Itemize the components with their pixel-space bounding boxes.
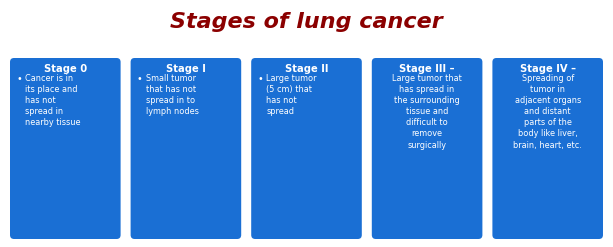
Text: •: •	[137, 74, 142, 84]
Text: Stage I: Stage I	[166, 64, 206, 74]
FancyBboxPatch shape	[251, 58, 362, 239]
Text: Cancer is in
its place and
has not
spread in
nearby tissue: Cancer is in its place and has not sprea…	[25, 74, 80, 127]
Text: Stage II: Stage II	[285, 64, 328, 74]
FancyBboxPatch shape	[10, 58, 121, 239]
Text: Stage 0: Stage 0	[44, 64, 87, 74]
Text: Stage IV –: Stage IV –	[520, 64, 576, 74]
FancyBboxPatch shape	[131, 58, 241, 239]
Text: Stage III –: Stage III –	[399, 64, 455, 74]
Text: Stages of lung cancer: Stages of lung cancer	[170, 12, 443, 32]
Text: •: •	[16, 74, 21, 84]
FancyBboxPatch shape	[492, 58, 603, 239]
Text: •: •	[257, 74, 263, 84]
FancyBboxPatch shape	[372, 58, 482, 239]
Text: Large tumor that
has spread in
the surrounding
tissue and
difficult to
remove
su: Large tumor that has spread in the surro…	[392, 74, 462, 150]
Text: Large tumor
(5 cm) that
has not
spread: Large tumor (5 cm) that has not spread	[266, 74, 317, 116]
Text: Small tumor
that has not
spread in to
lymph nodes: Small tumor that has not spread in to ly…	[146, 74, 199, 116]
Text: Spreading of
tumor in
adjacent organs
and distant
parts of the
body like liver,
: Spreading of tumor in adjacent organs an…	[513, 74, 582, 150]
